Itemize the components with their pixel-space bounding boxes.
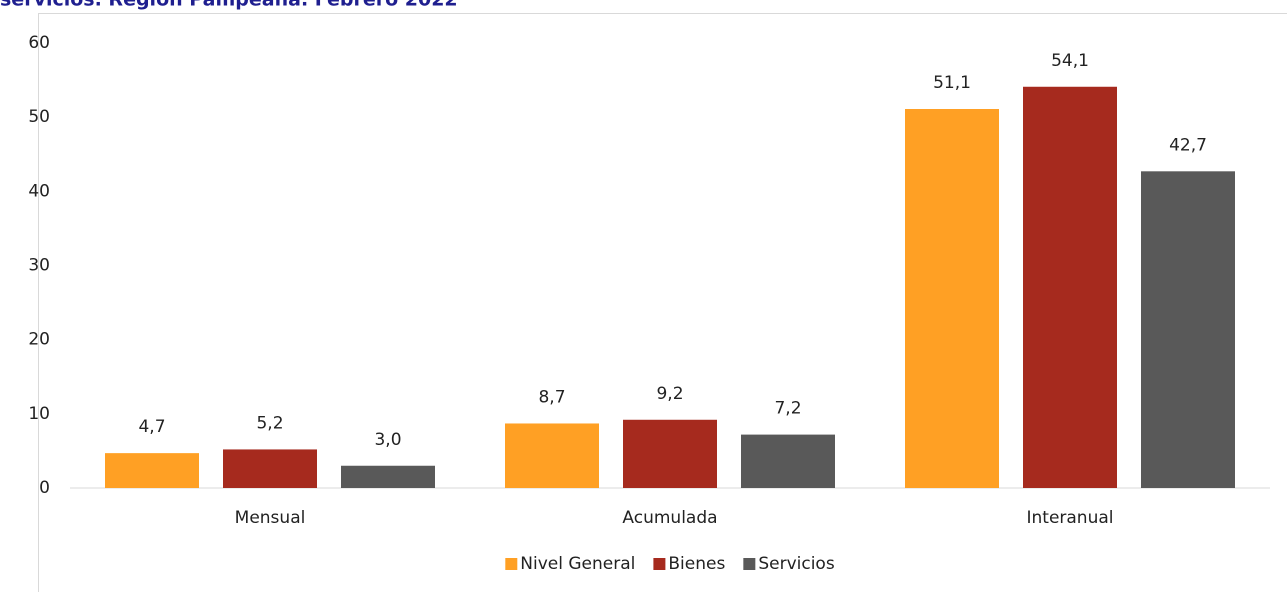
data-label: 9,2 (656, 384, 683, 404)
x-tick-label: Mensual (235, 508, 306, 528)
data-label: 4,7 (138, 417, 165, 437)
y-tick-label: 60 (28, 33, 50, 53)
legend-swatch (653, 558, 666, 570)
bar (105, 453, 199, 488)
legend: Nivel General Bienes Servicios (505, 554, 835, 574)
bar (505, 423, 599, 488)
bar (623, 419, 717, 488)
data-label: 54,1 (1051, 51, 1089, 71)
data-label: 42,7 (1169, 135, 1207, 155)
legend-swatch (743, 558, 756, 570)
bar (223, 449, 317, 488)
y-tick-label: 20 (28, 330, 50, 350)
bar (1141, 171, 1235, 488)
y-tick-label: 10 (28, 404, 50, 424)
data-label: 51,1 (933, 73, 971, 93)
y-tick-label: 40 (28, 181, 50, 201)
y-tick-label: 50 (28, 107, 50, 127)
bar (905, 109, 999, 488)
legend-swatch (505, 558, 518, 570)
bar (1023, 86, 1117, 488)
x-tick-label: Interanual (1026, 508, 1113, 528)
data-label: 5,2 (256, 413, 283, 433)
legend-label: Bienes (668, 554, 725, 574)
y-tick-label: 0 (39, 478, 50, 498)
y-tick-label: 30 (28, 256, 50, 276)
chart-frame (38, 13, 1287, 592)
bar (741, 434, 835, 488)
bar (341, 465, 435, 488)
data-label: 3,0 (374, 430, 401, 450)
data-label: 7,2 (774, 399, 801, 419)
chart-title: servicios. Región Pampeana. Febrero 2022 (0, 0, 458, 11)
legend-label: Nivel General (520, 554, 635, 574)
x-tick-label: Acumulada (622, 508, 717, 528)
data-label: 8,7 (538, 387, 565, 407)
legend-label: Servicios (758, 554, 834, 574)
